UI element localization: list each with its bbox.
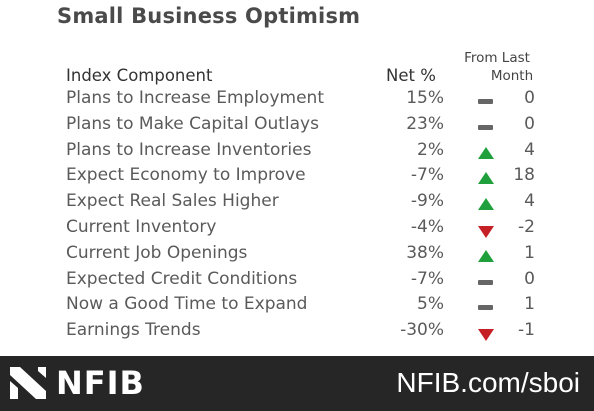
column-header-change-line2: Month bbox=[490, 68, 534, 84]
up-arrow-icon bbox=[478, 172, 494, 185]
table-row: Plans to Increase Inventories 2% 4 bbox=[0, 139, 594, 165]
net-percent-value: 23% bbox=[406, 113, 444, 134]
component-label: Now a Good Time to Expand bbox=[66, 294, 308, 315]
component-label: Expect Economy to Improve bbox=[66, 165, 306, 186]
component-label: Plans to Make Capital Outlays bbox=[66, 113, 319, 134]
component-label: Earnings Trends bbox=[66, 320, 201, 341]
change-value: 4 bbox=[524, 139, 535, 160]
change-value: 1 bbox=[524, 294, 535, 315]
net-percent-value: 38% bbox=[406, 242, 444, 263]
change-value: -1 bbox=[518, 320, 535, 341]
column-header-net: Net % bbox=[386, 66, 436, 85]
table-row: Expected Credit Conditions -7% 0 bbox=[0, 268, 594, 294]
up-arrow-icon bbox=[478, 249, 494, 263]
index-table: Plans to Increase Employment 15% 0 Plans to… bbox=[0, 87, 594, 345]
dash-icon bbox=[478, 302, 494, 314]
dash-icon bbox=[478, 277, 494, 289]
table-row: Now a Good Time to Expand 5% 1 bbox=[0, 293, 594, 319]
net-percent-value: -30% bbox=[400, 320, 444, 341]
table-row: Current Inventory -4% -2 bbox=[0, 216, 594, 242]
table-row: Expect Real Sales Higher -9% 4 bbox=[0, 190, 594, 216]
up-arrow-icon bbox=[478, 146, 494, 160]
change-value: -2 bbox=[518, 216, 535, 237]
nfib-logo-icon bbox=[10, 367, 46, 399]
nfib-logo-text: NFIB bbox=[56, 364, 145, 402]
page-title: Small Business Optimism bbox=[57, 4, 361, 28]
net-percent-value: -7% bbox=[410, 268, 444, 289]
table-row: Expect Economy to Improve -7% 18 bbox=[0, 164, 594, 190]
component-label: Current Job Openings bbox=[66, 242, 248, 263]
change-value: 4 bbox=[524, 191, 535, 212]
change-value: 0 bbox=[524, 88, 535, 108]
table-row: Plans to Make Capital Outlays 23% 0 bbox=[0, 113, 594, 139]
change-value: 1 bbox=[524, 242, 535, 263]
down-arrow-icon bbox=[478, 225, 494, 238]
component-label: Expect Real Sales Higher bbox=[66, 191, 279, 212]
dash-icon bbox=[478, 122, 494, 134]
table-row: Earnings Trends -30% -1 bbox=[0, 319, 594, 345]
column-header-change-line1: From Last bbox=[464, 50, 530, 66]
footer-bar: NFIB NFIB.com/sboi bbox=[0, 356, 594, 411]
net-percent-value: 15% bbox=[406, 88, 444, 108]
net-percent-value: -9% bbox=[410, 191, 444, 212]
change-value: 0 bbox=[524, 113, 535, 134]
change-value: 18 bbox=[513, 165, 535, 186]
component-label: Plans to Increase Inventories bbox=[66, 139, 312, 160]
change-value: 0 bbox=[524, 268, 535, 289]
footer-url: NFIB.com/sboi bbox=[396, 367, 580, 398]
column-header-component: Index Component bbox=[66, 66, 213, 85]
up-arrow-icon bbox=[478, 198, 494, 211]
net-percent-value: -4% bbox=[410, 216, 444, 237]
component-label: Expected Credit Conditions bbox=[66, 268, 298, 289]
net-percent-value: 5% bbox=[417, 294, 444, 315]
down-arrow-icon bbox=[478, 328, 494, 342]
table-row: Current Job Openings 38% 1 bbox=[0, 242, 594, 268]
table-row: Plans to Increase Employment 15% 0 bbox=[0, 87, 594, 113]
dash-icon bbox=[478, 96, 494, 108]
net-percent-value: -7% bbox=[410, 165, 444, 186]
component-label: Plans to Increase Employment bbox=[66, 88, 324, 108]
net-percent-value: 2% bbox=[417, 139, 444, 160]
component-label: Current Inventory bbox=[66, 216, 217, 237]
column-header-change: From Last Month bbox=[444, 49, 550, 85]
